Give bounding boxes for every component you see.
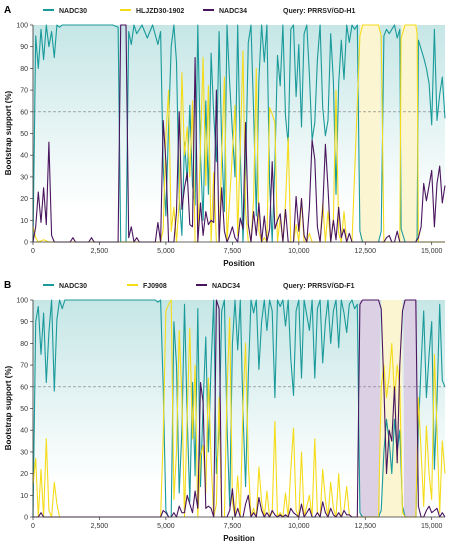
x-tick-label: 15,000 (421, 248, 443, 255)
x-tick-label: 2,500 (91, 248, 109, 255)
x-tick-label: 5,000 (157, 523, 175, 530)
x-tick-label: 10,000 (288, 523, 310, 530)
y-tick-label: 90 (20, 319, 28, 326)
y-tick-label: 100 (16, 23, 28, 30)
legend-label-nadc34: NADC34 (219, 8, 247, 15)
highlight-regions (359, 300, 418, 517)
x-axis-title: Position (223, 534, 255, 543)
y-tick-label: 50 (20, 131, 28, 138)
legend-label-nadc30: NADC30 (59, 283, 87, 290)
y-tick-label: 10 (20, 493, 28, 500)
legend-label-nadc34: NADC34 (212, 283, 240, 290)
y-tick-label: 80 (20, 341, 28, 348)
x-tick-label: 12,500 (355, 248, 377, 255)
highlight-region-1 (359, 300, 380, 517)
panel-letter-a: A (4, 5, 11, 16)
y-tick-label: 80 (20, 66, 28, 73)
x-tick-label: 5,000 (157, 248, 175, 255)
y-axis: 0 10 20 30 40 50 60 70 80 90 100 (16, 23, 34, 247)
y-tick-label: 90 (20, 44, 28, 51)
x-tick-label: 2,500 (91, 523, 109, 530)
x-tick-label: 0 (31, 248, 35, 255)
x-tick-label: 0 (31, 523, 35, 530)
y-tick-label: 50 (20, 406, 28, 413)
highlight-region-2 (403, 300, 418, 517)
y-tick-label: 40 (20, 428, 28, 435)
x-tick-label: 12,500 (355, 523, 377, 530)
legend-a: NADC30 HLJZD30-1902 NADC34 Query: PRRSV/… (43, 8, 355, 15)
y-tick-label: 70 (20, 363, 28, 370)
query-label: Query: PRRSV/GD-F1 (283, 283, 355, 290)
highlight-regions (359, 25, 418, 242)
x-axis: 0 2,500 5,000 7,500 10,000 12,500 15,000 (31, 241, 445, 255)
highlight-region-1 (359, 25, 380, 242)
y-tick-label: 20 (20, 471, 28, 478)
panel-letter-b: B (4, 280, 11, 291)
recombination-chart-b: B NADC30 FJ0908 NADC34 Query: PRRSV/GD-F… (4, 280, 446, 543)
legend-b: NADC30 FJ0908 NADC34 Query: PRRSV/GD-F1 (43, 283, 355, 290)
legend-label-fj0908: FJ0908 (143, 283, 167, 290)
legend-label-hljzd30-1902: HLJZD30-1902 (136, 8, 184, 15)
x-tick-label: 15,000 (421, 523, 443, 530)
x-tick-label: 7,500 (224, 248, 242, 255)
y-tick-label: 0 (24, 515, 28, 522)
x-axis-title: Position (223, 259, 255, 268)
y-tick-label: 40 (20, 153, 28, 160)
x-tick-label: 7,500 (224, 523, 242, 530)
query-label: Query: PRRSV/GD-H1 (283, 8, 355, 15)
y-tick-label: 30 (20, 449, 28, 456)
y-tick-label: 70 (20, 88, 28, 95)
x-axis: 0 2,500 5,000 7,500 10,000 12,500 15,000 (31, 516, 445, 530)
recombination-chart-a: A NADC30 HLJZD30-1902 NADC34 Query: PRRS… (4, 5, 446, 268)
y-tick-label: 0 (24, 240, 28, 247)
y-tick-label: 10 (20, 218, 28, 225)
y-axis-title: Bootstrap support (%) (4, 365, 13, 450)
y-tick-label: 60 (20, 109, 28, 116)
legend-label-nadc30: NADC30 (59, 8, 87, 15)
y-axis-title: Bootstrap support (%) (4, 90, 13, 175)
y-tick-label: 100 (16, 298, 28, 305)
y-tick-label: 20 (20, 196, 28, 203)
y-tick-label: 60 (20, 384, 28, 391)
y-tick-label: 30 (20, 174, 28, 181)
y-axis: 0 10 20 30 40 50 60 70 80 90 100 (16, 298, 34, 522)
highlight-region-2 (401, 25, 418, 242)
x-tick-label: 10,000 (288, 248, 310, 255)
